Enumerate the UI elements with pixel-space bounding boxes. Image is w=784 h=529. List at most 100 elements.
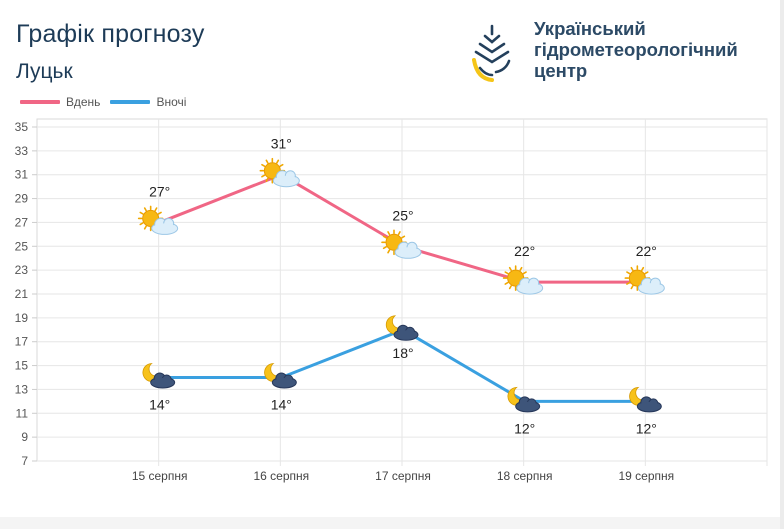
cloud-fill: [517, 283, 542, 294]
sun-ray: [139, 211, 144, 215]
cloud-fill: [516, 401, 539, 411]
sun-ray: [143, 225, 147, 230]
temperature-chart: 7 9 11 13 15 17 19 21 23 25 27 29 31 33 35 15 серпня 16 …: [15, 118, 768, 483]
data-label: 25°: [392, 207, 413, 223]
sun-ray: [630, 266, 634, 272]
data-point: 31°: [259, 136, 300, 188]
y-tick-label: 27: [15, 215, 29, 229]
data-label: 22°: [636, 243, 657, 259]
cloud-fill: [395, 330, 417, 340]
dark-cloud-icon: [515, 396, 541, 413]
y-tick-label: 33: [15, 144, 29, 158]
dark-cloud-icon: [271, 372, 297, 389]
cloud-icon: [637, 277, 665, 295]
x-tick-label: 15 серпня: [132, 469, 188, 483]
legend-swatch-day: [20, 100, 60, 104]
organization-name: Український гідрометеорологічний центр: [534, 18, 738, 81]
sun-ray: [265, 177, 269, 182]
legend-swatch-night: [110, 100, 151, 104]
data-point: 12°: [507, 386, 541, 436]
legend-label-night: Вночі: [156, 95, 187, 109]
sun-ray: [508, 285, 512, 290]
sun-ray: [279, 163, 284, 168]
y-tick-label: 21: [15, 287, 29, 301]
sun-ray: [276, 159, 280, 164]
data-label: 14°: [149, 397, 170, 413]
cloud-icon: [151, 217, 179, 235]
right-strip: [780, 0, 784, 529]
city-name: Луцьк: [16, 60, 73, 83]
chart-legend: Вдень Вночі: [20, 95, 196, 109]
data-label: 12°: [636, 420, 657, 436]
series-line: [159, 173, 647, 284]
data-point: 14°: [142, 363, 176, 413]
data-label: 18°: [392, 345, 413, 361]
data-point: 25°: [381, 207, 422, 259]
y-tick-label: 15: [15, 359, 29, 373]
drop-logo-icon: [470, 22, 516, 89]
sun-ray: [387, 249, 391, 254]
sun-ray: [261, 163, 266, 168]
sun-ray: [139, 222, 144, 226]
sun-ray: [522, 271, 527, 275]
data-label: 14°: [271, 397, 292, 413]
sun-ray: [387, 231, 391, 236]
bottom-strip: [0, 517, 784, 529]
cloud-icon: [394, 241, 422, 259]
y-tick-label: 23: [15, 263, 29, 277]
y-tick-label: 9: [21, 430, 28, 444]
cloud-fill: [274, 175, 299, 186]
sun-ray: [397, 231, 401, 236]
cloud-icon: [272, 170, 300, 188]
cloud-fill: [639, 283, 664, 294]
sun-ray: [641, 266, 645, 272]
data-point: 14°: [264, 363, 297, 413]
data-label: 31°: [271, 136, 292, 152]
y-tick-label: 25: [15, 239, 29, 253]
x-tick-label: 18 серпня: [497, 469, 553, 483]
sun-ray: [400, 235, 406, 239]
org-line-2: гідрометеорологічний: [534, 39, 738, 60]
org-line-1: Український: [534, 18, 646, 39]
series-day: 27° 31° 25° 22° 22°: [137, 136, 665, 295]
y-tick-label: 29: [15, 192, 29, 206]
sun-ray: [261, 174, 266, 178]
cloud-icon: [516, 277, 544, 295]
sun-ray: [504, 271, 509, 275]
y-tick-label: 11: [16, 406, 29, 420]
sun-ray: [382, 235, 388, 239]
data-point: 27°: [137, 183, 179, 235]
y-tick-label: 7: [21, 454, 28, 468]
dark-cloud-icon: [150, 372, 176, 389]
org-line-3: центр: [534, 60, 588, 81]
cloud-fill: [152, 223, 177, 234]
data-label: 22°: [514, 243, 535, 259]
forecast-card: Графік прогнозу Луцьк Український гідром…: [14, 18, 768, 483]
sun-ray: [157, 211, 162, 215]
cloud-fill: [151, 378, 174, 387]
data-point: 22°: [502, 243, 544, 295]
sun-ray: [504, 281, 509, 285]
dark-cloud-icon: [636, 396, 662, 413]
y-tick-label: 13: [15, 382, 29, 396]
legend-item-day[interactable]: Вдень: [20, 95, 100, 109]
sun-ray: [154, 207, 158, 212]
x-tick-label: 16 серпня: [254, 469, 310, 483]
sun-ray: [508, 266, 512, 272]
data-label: 27°: [149, 183, 170, 199]
sun-ray: [630, 285, 634, 290]
dark-cloud-icon: [393, 324, 419, 341]
sun-ray: [519, 266, 523, 272]
cloud-fill: [273, 378, 296, 387]
x-tick-label: 19 серпня: [619, 469, 675, 483]
data-label: 12°: [514, 420, 535, 436]
y-tick-label: 19: [15, 311, 29, 325]
x-tick-label: 17 серпня: [375, 469, 431, 483]
legend-label-day: Вдень: [66, 95, 101, 109]
series-night: 14° 14° 18° 12° 12°: [142, 315, 662, 436]
page-title: Графік прогнозу: [16, 20, 205, 48]
y-tick-label: 31: [15, 168, 29, 182]
data-point: 18°: [385, 315, 419, 361]
y-tick-label: 17: [15, 335, 29, 349]
legend-item-night[interactable]: Вночі: [110, 95, 186, 109]
